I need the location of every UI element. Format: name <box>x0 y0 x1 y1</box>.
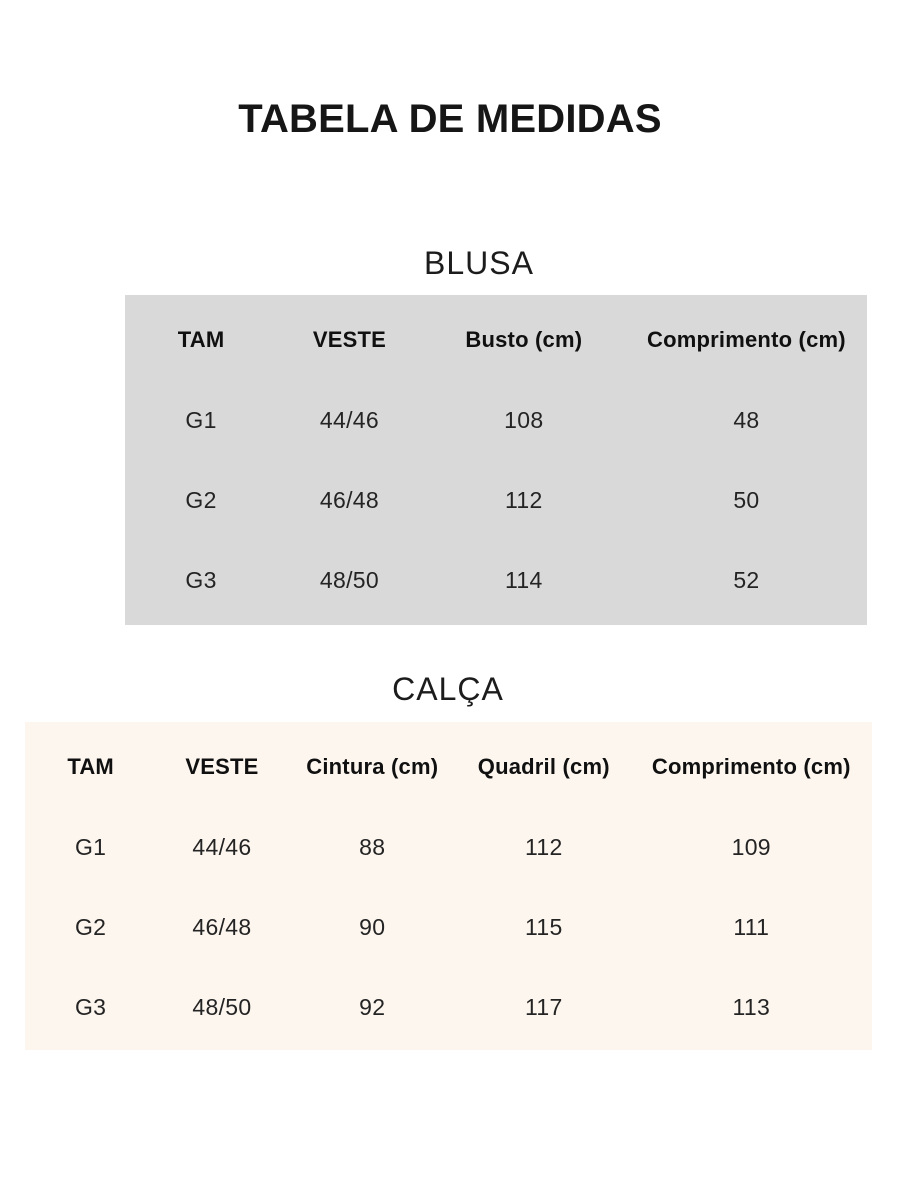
table-cell: 109 <box>731 833 771 860</box>
column-header-comprimento: Comprimento (cm) <box>647 327 846 352</box>
table-row-g2: G2 46/48 112 50 <box>125 460 867 540</box>
table-cell: 44/46 <box>192 833 252 860</box>
table-row-g3: G3 48/50 92 117 113 <box>25 967 872 1047</box>
table-cell: 48 <box>733 406 760 433</box>
blusa-size-table: TAM VESTE Busto (cm) Comprimento (cm) G1… <box>125 295 867 625</box>
table-cell: G2 <box>74 913 107 940</box>
table-row-g3: G3 48/50 114 52 <box>125 540 867 620</box>
table-cell: 50 <box>733 486 760 513</box>
section-title-blusa: BLUSA <box>424 245 534 281</box>
table-cell: G2 <box>185 486 217 513</box>
column-header-tam: TAM <box>67 754 114 779</box>
table-cell: 108 <box>504 406 544 433</box>
table-cell: 117 <box>524 993 563 1020</box>
table-cell: 46/48 <box>192 913 252 940</box>
table-cell: 48/50 <box>319 566 379 593</box>
column-header-comprimento: Comprimento (cm) <box>651 754 851 779</box>
column-header-veste: VESTE <box>185 754 259 779</box>
table-row-g1: G1 44/46 108 48 <box>125 380 867 460</box>
blusa-header-row: TAM VESTE Busto (cm) Comprimento (cm) <box>125 300 867 380</box>
table-cell: G1 <box>74 833 107 860</box>
table-row-g2: G2 46/48 90 115 111 <box>25 887 872 967</box>
table-cell: 90 <box>359 913 386 940</box>
table-cell: G3 <box>185 566 217 593</box>
table-cell: 52 <box>733 566 760 593</box>
page-title: TABELA DE MEDIDAS <box>238 97 662 141</box>
column-header-veste: VESTE <box>312 327 387 352</box>
column-header-tam: TAM <box>177 327 225 352</box>
table-cell: 44/46 <box>319 406 379 433</box>
table-cell: 112 <box>524 833 563 860</box>
column-header-quadril: Quadril (cm) <box>477 754 610 779</box>
section-title-calca: CALÇA <box>392 671 504 707</box>
table-cell: 114 <box>505 566 543 593</box>
calca-header-row: TAM VESTE Cintura (cm) Quadril (cm) Comp… <box>25 727 872 807</box>
table-cell: 46/48 <box>319 486 379 513</box>
table-cell: 115 <box>524 913 563 940</box>
table-cell: 92 <box>359 993 386 1020</box>
calca-size-table: TAM VESTE Cintura (cm) Quadril (cm) Comp… <box>25 722 872 1050</box>
table-cell: 112 <box>505 486 543 513</box>
table-row-g1: G1 44/46 88 112 109 <box>25 807 872 887</box>
table-cell: G3 <box>74 993 107 1020</box>
table-cell: 113 <box>732 993 771 1020</box>
table-cell: 48/50 <box>192 993 252 1020</box>
table-cell: 111 <box>733 913 770 940</box>
table-cell: 88 <box>359 833 386 860</box>
column-header-busto: Busto (cm) <box>465 327 583 352</box>
column-header-cintura: Cintura (cm) <box>306 754 439 779</box>
table-cell: G1 <box>185 406 217 433</box>
